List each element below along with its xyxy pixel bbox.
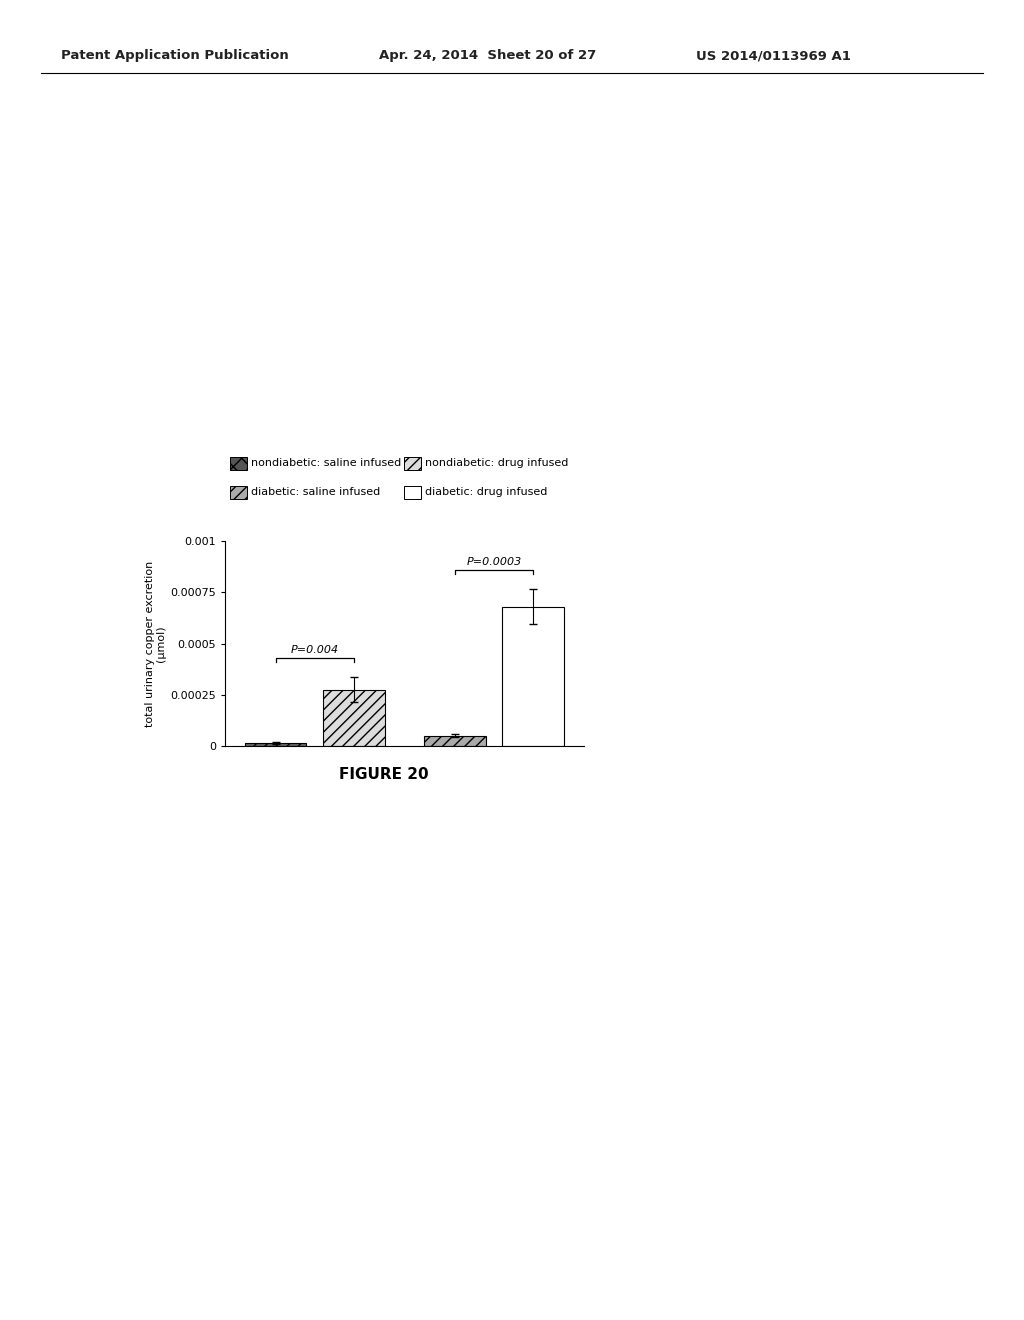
Y-axis label: total urinary copper excretion
(μmol): total urinary copper excretion (μmol) <box>144 561 166 726</box>
Text: nondiabetic: saline infused: nondiabetic: saline infused <box>251 458 401 469</box>
Text: nondiabetic: drug infused: nondiabetic: drug infused <box>425 458 568 469</box>
Bar <box>503 607 564 746</box>
Bar <box>424 735 485 746</box>
Text: diabetic: drug infused: diabetic: drug infused <box>425 487 548 498</box>
Text: FIGURE 20: FIGURE 20 <box>339 767 429 781</box>
Text: P=0.0003: P=0.0003 <box>467 557 521 566</box>
Bar <box>324 689 385 746</box>
Text: US 2014/0113969 A1: US 2014/0113969 A1 <box>696 49 851 62</box>
Text: P=0.004: P=0.004 <box>291 644 339 655</box>
Text: diabetic: saline infused: diabetic: saline infused <box>251 487 380 498</box>
Text: Apr. 24, 2014  Sheet 20 of 27: Apr. 24, 2014 Sheet 20 of 27 <box>379 49 596 62</box>
Text: Patent Application Publication: Patent Application Publication <box>61 49 289 62</box>
Bar <box>245 743 306 746</box>
